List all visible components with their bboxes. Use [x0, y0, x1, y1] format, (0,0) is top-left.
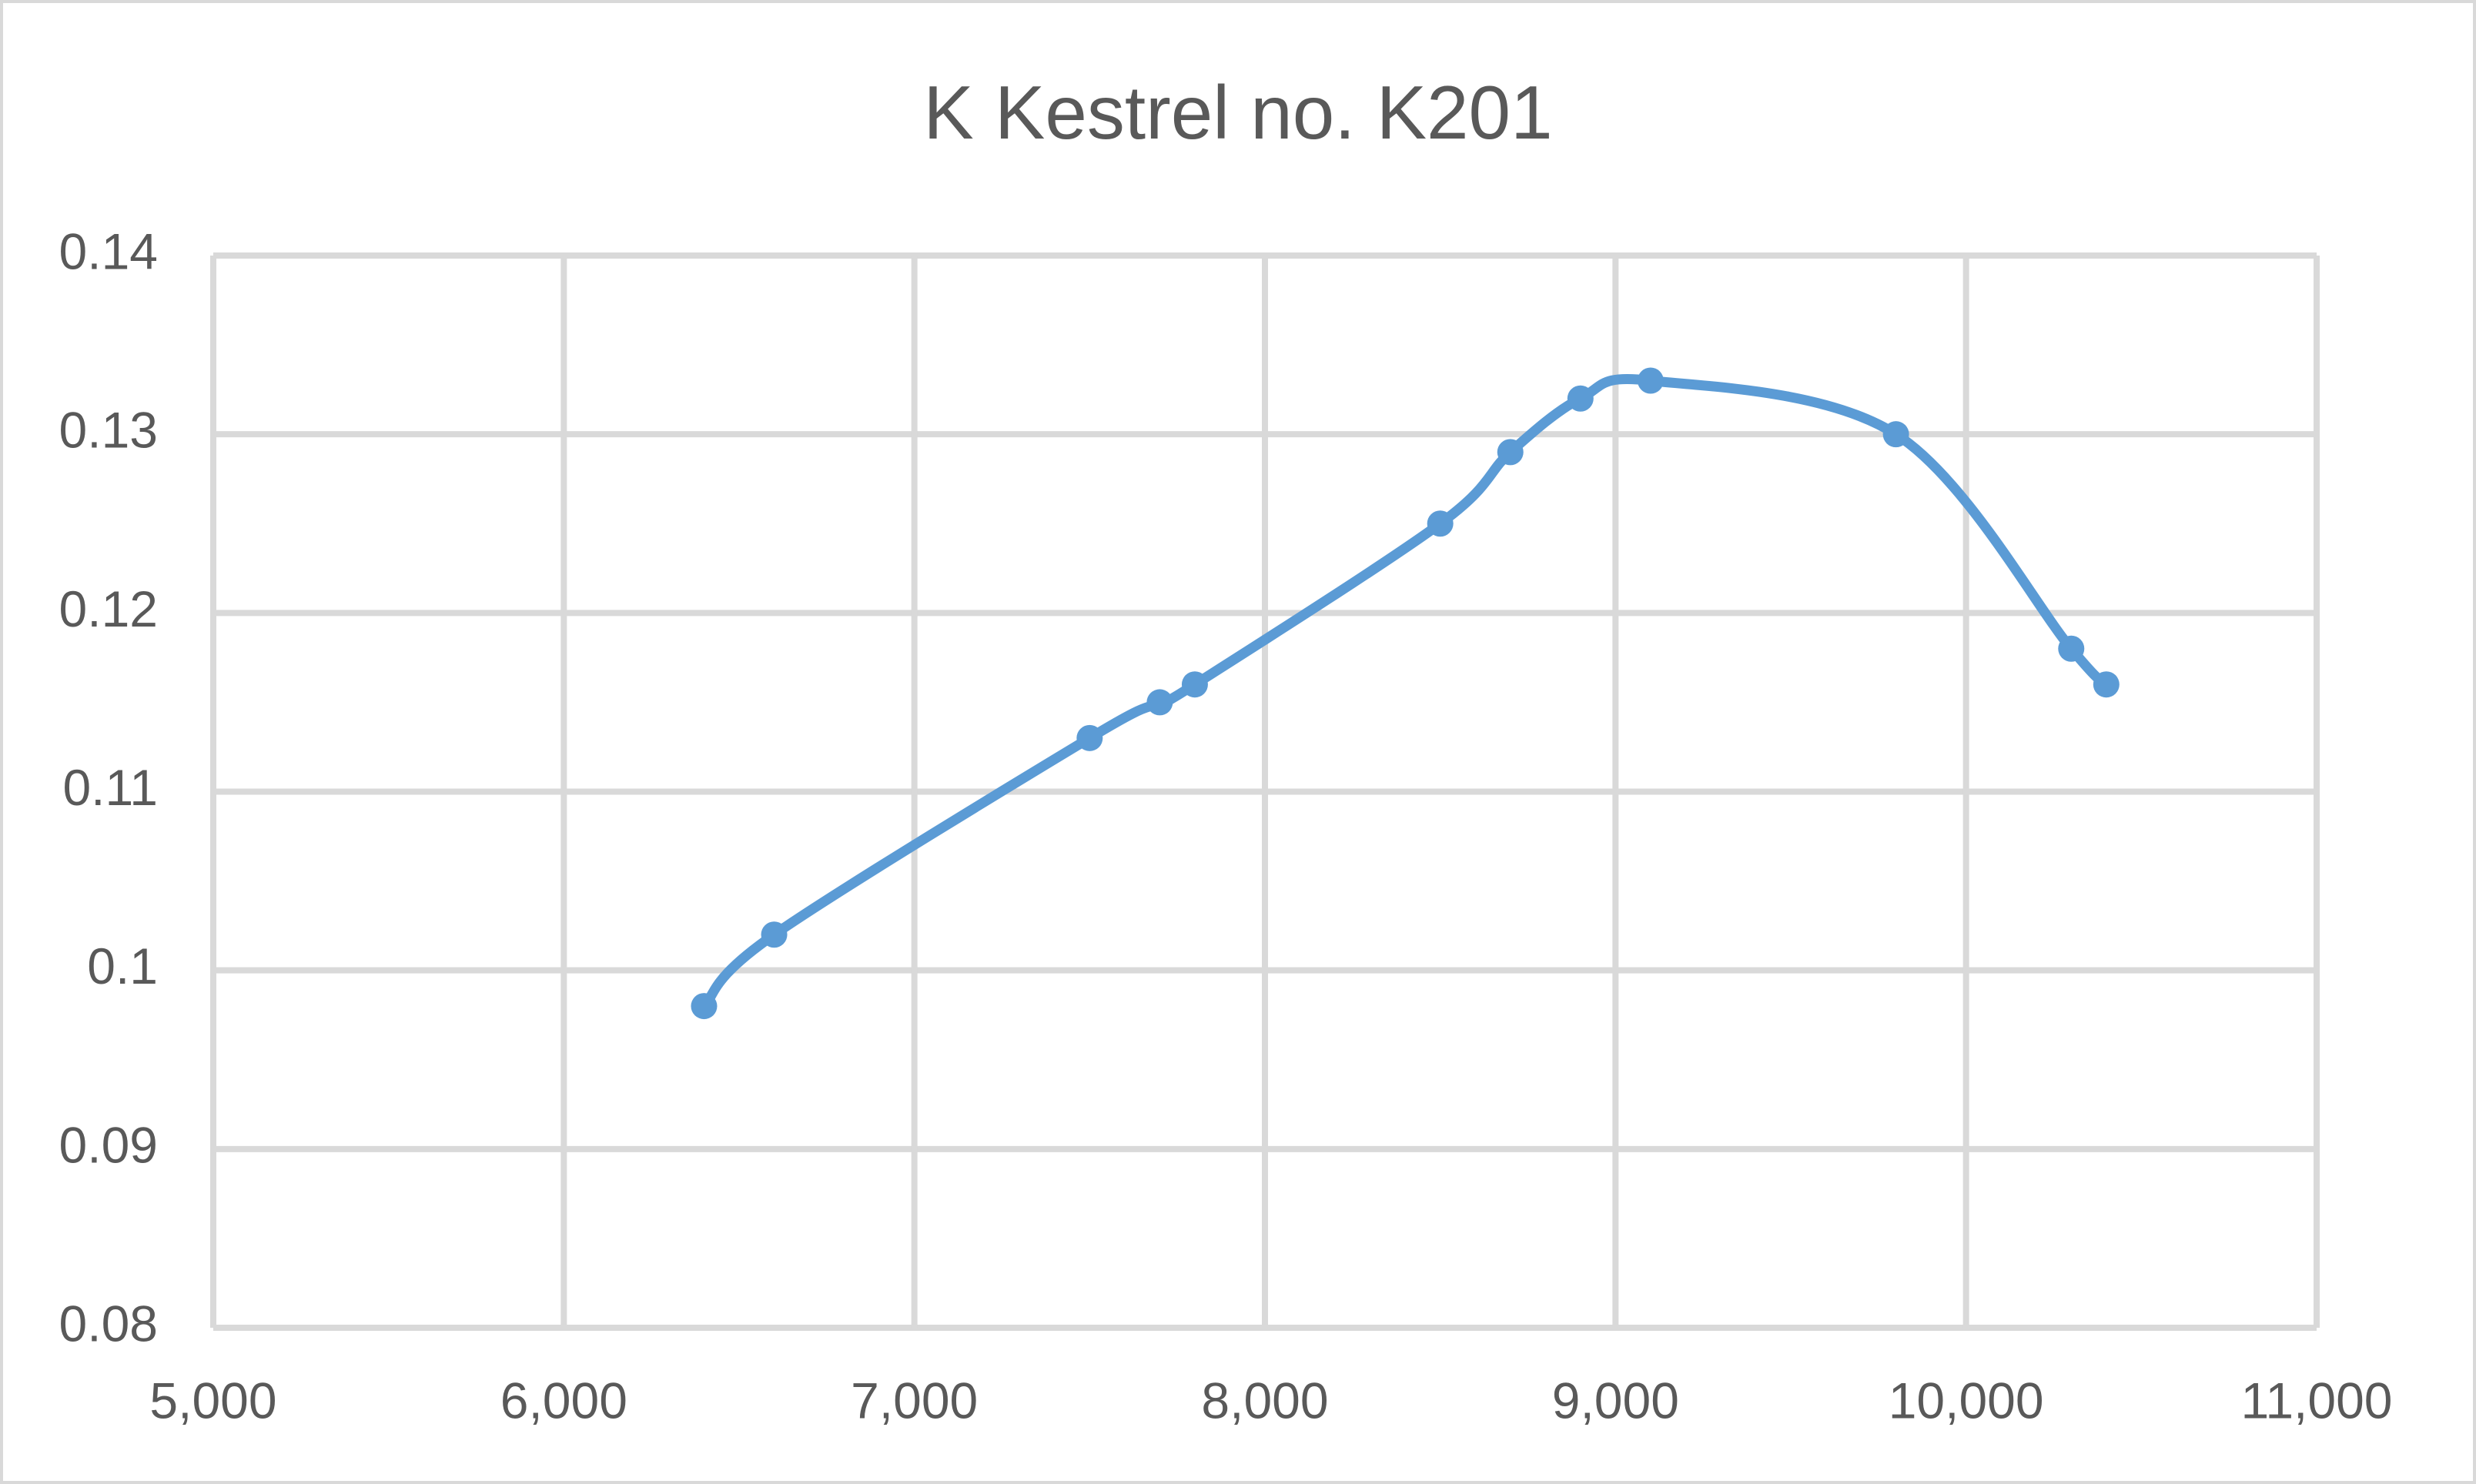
x-tick-label: 9,000 — [1552, 1372, 1679, 1429]
x-tick-label: 7,000 — [851, 1372, 978, 1429]
x-tick-label: 6,000 — [500, 1372, 627, 1429]
y-tick-label: 0.08 — [59, 1295, 158, 1352]
x-tick-label: 8,000 — [1201, 1372, 1328, 1429]
data-point — [691, 993, 718, 1020]
data-point — [2058, 635, 2085, 662]
x-tick-label: 5,000 — [149, 1372, 276, 1429]
data-point — [1567, 385, 1594, 412]
data-line — [698, 373, 2112, 1011]
data-point — [761, 921, 788, 948]
data-point — [1181, 671, 1208, 698]
chart-title: K Kestrel no. K201 — [923, 70, 1552, 155]
data-point — [1427, 510, 1454, 537]
y-tick-label: 0.12 — [59, 580, 158, 637]
x-tick-label: 10,000 — [1889, 1372, 2044, 1429]
y-tick-label: 0.11 — [62, 759, 158, 816]
data-point — [1076, 724, 1103, 751]
x-tick-label: 11,000 — [2241, 1372, 2393, 1429]
y-tick-label: 0.1 — [87, 938, 158, 994]
data-point — [1637, 367, 1664, 394]
data-point — [1146, 689, 1173, 716]
data-point — [1882, 421, 1909, 448]
y-tick-label: 0.13 — [59, 402, 158, 459]
data-point — [1497, 439, 1524, 466]
data-point — [2093, 671, 2120, 698]
y-tick-label: 0.14 — [59, 222, 158, 279]
y-tick-label: 0.09 — [59, 1116, 158, 1173]
